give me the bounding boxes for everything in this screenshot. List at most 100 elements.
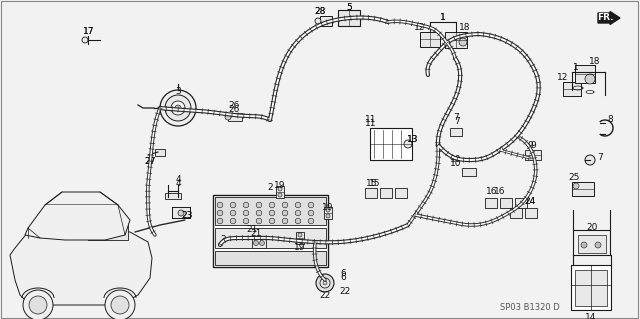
Circle shape [282, 218, 288, 224]
Text: 20: 20 [586, 222, 598, 232]
Circle shape [217, 210, 223, 216]
Circle shape [316, 274, 334, 292]
Bar [575, 270, 607, 306]
Text: 7: 7 [597, 152, 603, 161]
Text: 18: 18 [460, 24, 471, 33]
Circle shape [585, 74, 595, 84]
Bar [252, 238, 266, 248]
Bar [380, 188, 392, 198]
Circle shape [278, 193, 282, 197]
Bar [90, 220, 104, 228]
Text: 1: 1 [440, 13, 446, 23]
Text: 5: 5 [346, 3, 352, 11]
Bar [296, 232, 304, 244]
Circle shape [230, 218, 236, 224]
Circle shape [326, 214, 330, 218]
Circle shape [253, 241, 259, 246]
Text: 13: 13 [407, 136, 419, 145]
Text: 24: 24 [524, 197, 536, 206]
Text: 11: 11 [365, 115, 377, 124]
Bar [563, 82, 581, 96]
Text: SP03 B1320 D: SP03 B1320 D [500, 303, 560, 313]
Circle shape [160, 90, 196, 126]
Circle shape [298, 239, 302, 243]
Circle shape [573, 183, 579, 189]
Circle shape [326, 208, 330, 212]
Circle shape [259, 241, 264, 246]
Bar [515, 198, 527, 208]
Text: 16: 16 [494, 188, 506, 197]
Text: 2: 2 [268, 182, 273, 191]
Text: 17: 17 [83, 27, 95, 36]
Bar [525, 150, 541, 160]
Circle shape [105, 290, 135, 319]
Bar [571, 265, 611, 310]
Circle shape [256, 202, 262, 208]
Circle shape [298, 233, 302, 237]
Text: 26: 26 [228, 105, 240, 114]
Bar [572, 182, 594, 196]
Text: 21: 21 [246, 226, 258, 234]
Text: 14: 14 [586, 314, 596, 319]
Text: 19: 19 [275, 181, 285, 189]
Circle shape [178, 210, 184, 216]
Bar [365, 188, 377, 198]
Text: 27: 27 [144, 158, 156, 167]
Circle shape [595, 242, 601, 248]
Text: 25: 25 [568, 174, 580, 182]
Circle shape [278, 187, 282, 191]
Text: 9: 9 [530, 140, 536, 150]
Text: 5: 5 [346, 3, 352, 11]
Text: 8: 8 [607, 115, 613, 124]
Circle shape [282, 202, 288, 208]
Bar [106, 220, 120, 228]
Circle shape [269, 202, 275, 208]
Bar [462, 168, 476, 176]
Bar [420, 32, 440, 47]
Bar [215, 197, 326, 225]
Text: 12: 12 [557, 73, 569, 83]
Circle shape [243, 202, 249, 208]
Circle shape [175, 105, 181, 111]
Text: 13: 13 [407, 136, 419, 145]
Circle shape [111, 296, 129, 314]
Circle shape [225, 114, 231, 120]
Circle shape [308, 218, 314, 224]
Text: 28: 28 [314, 8, 326, 17]
Circle shape [256, 210, 262, 216]
Text: 28: 28 [314, 8, 326, 17]
Bar [450, 128, 462, 136]
Circle shape [308, 210, 314, 216]
Text: 17: 17 [83, 27, 95, 36]
Bar [324, 207, 332, 219]
Text: 23: 23 [181, 211, 193, 219]
Text: 7: 7 [454, 117, 460, 127]
Circle shape [295, 202, 301, 208]
Bar [215, 228, 326, 248]
Circle shape [585, 155, 595, 165]
Bar [88, 218, 128, 240]
Text: 12: 12 [414, 24, 426, 33]
Circle shape [308, 202, 314, 208]
Circle shape [23, 290, 53, 319]
Bar [215, 251, 326, 265]
Text: 6: 6 [340, 269, 346, 278]
Bar [578, 235, 606, 253]
Circle shape [459, 38, 467, 46]
Circle shape [295, 210, 301, 216]
Circle shape [82, 37, 88, 43]
Bar [338, 10, 360, 26]
Text: 10: 10 [451, 159, 461, 167]
Circle shape [256, 218, 262, 224]
Text: 4: 4 [175, 175, 181, 184]
Text: 15: 15 [369, 179, 381, 188]
Circle shape [217, 218, 223, 224]
Text: 15: 15 [366, 179, 378, 188]
Text: 19: 19 [294, 243, 306, 253]
Bar [155, 149, 165, 156]
Circle shape [243, 210, 249, 216]
Text: 26: 26 [228, 100, 240, 109]
Bar [395, 188, 407, 198]
Bar [172, 207, 190, 218]
Circle shape [217, 202, 223, 208]
